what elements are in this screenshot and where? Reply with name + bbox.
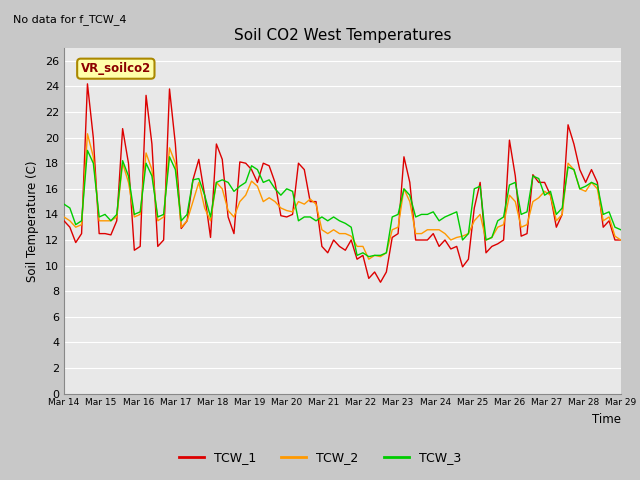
Title: Soil CO2 West Temperatures: Soil CO2 West Temperatures <box>234 28 451 43</box>
Text: No data for f_TCW_4: No data for f_TCW_4 <box>13 14 126 25</box>
Legend: TCW_1, TCW_2, TCW_3: TCW_1, TCW_2, TCW_3 <box>174 446 466 469</box>
Y-axis label: Soil Temperature (C): Soil Temperature (C) <box>26 160 39 282</box>
X-axis label: Time: Time <box>592 413 621 426</box>
Text: VR_soilco2: VR_soilco2 <box>81 62 151 75</box>
